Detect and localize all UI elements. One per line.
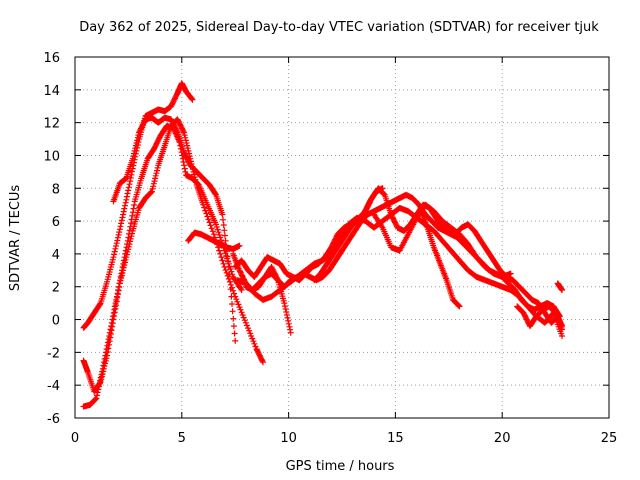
y-tick-label: 16 [43,51,60,66]
y-tick-label: 4 [52,248,60,263]
y-tick-label: 2 [52,281,60,296]
data-point-markers [110,114,239,344]
x-tick-labels: 0 5 10 15 20 25 [71,431,617,446]
x-tick-label: 0 [71,431,79,446]
data-point-markers [514,303,565,333]
axis-ticks [74,56,610,419]
data-point-markers [80,80,196,331]
data-point-markers [554,280,565,293]
x-tick-label: 5 [178,431,186,446]
series-arc-13 [514,303,565,333]
series-arc-5 [185,229,243,252]
data-point-markers [418,208,463,310]
plot-frame [74,56,610,419]
data-point-markers [230,250,294,336]
y-tick-label: 6 [52,215,60,230]
x-tick-label: 10 [280,431,297,446]
x-tick-label: 20 [494,431,511,446]
y-tick-label: 12 [43,117,60,132]
x-axis-label: GPS time / hours [286,459,395,474]
y-tick-labels: -6 -4 -2 0 2 4 6 8 10 12 14 16 [43,51,60,427]
y-tick-label: 8 [52,182,60,197]
y-axis-label: SDTVAR / TECUs [8,185,23,292]
y-tick-label: -2 [47,346,60,361]
y-tick-label: -4 [47,379,60,394]
y-tick-label: 0 [52,314,60,329]
series-arc-9 [230,250,294,336]
y-tick-label: 14 [43,84,60,99]
x-tick-label: 25 [601,431,618,446]
y-tick-label: 10 [43,149,60,164]
chart-title: Day 362 of 2025, Sidereal Day-to-day VTE… [79,20,599,35]
series-arc-2 [110,114,239,344]
x-tick-label: 15 [387,431,404,446]
series-arc-4 [80,116,266,395]
data-points [80,80,565,410]
series-arc-14 [554,280,565,293]
y-tick-label: -6 [47,412,60,427]
data-point-markers [80,116,266,395]
series-arc-12 [418,208,463,310]
series-arc-1 [80,80,196,331]
data-point-markers [185,229,243,252]
